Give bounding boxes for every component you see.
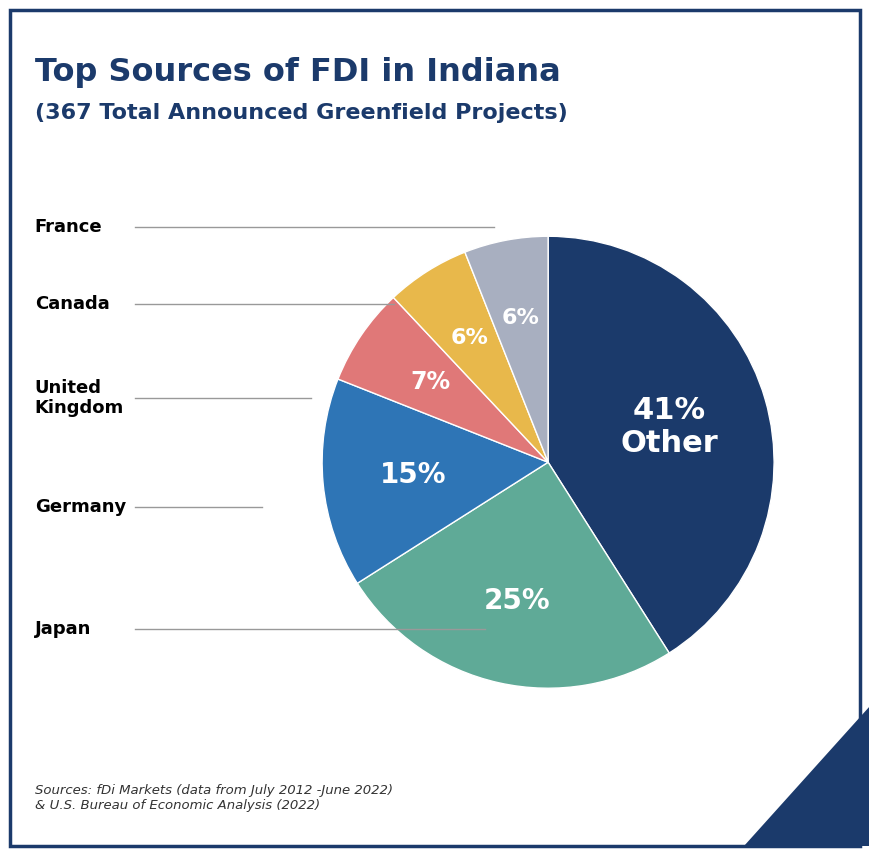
Text: 15%: 15% <box>380 461 446 489</box>
Wedge shape <box>547 236 773 653</box>
Wedge shape <box>464 236 547 462</box>
Text: Top Sources of FDI in Indiana: Top Sources of FDI in Indiana <box>35 57 560 88</box>
Text: United
Kingdom: United Kingdom <box>35 378 124 418</box>
Wedge shape <box>322 379 547 583</box>
Text: 41%
Other: 41% Other <box>620 395 718 458</box>
Text: 6%: 6% <box>450 328 488 348</box>
Text: France: France <box>35 217 103 236</box>
Text: 25%: 25% <box>483 587 550 615</box>
Text: Canada: Canada <box>35 294 109 313</box>
Text: 6%: 6% <box>501 308 539 328</box>
Text: (367 Total Announced Greenfield Projects): (367 Total Announced Greenfield Projects… <box>35 103 567 123</box>
Text: Japan: Japan <box>35 620 91 639</box>
Text: Sources: fDi Markets (data from July 2012 -June 2022)
& U.S. Bureau of Economic : Sources: fDi Markets (data from July 201… <box>35 784 392 811</box>
Text: 7%: 7% <box>410 370 450 395</box>
Wedge shape <box>357 462 668 688</box>
Wedge shape <box>337 298 547 462</box>
Wedge shape <box>393 253 547 462</box>
Text: Germany: Germany <box>35 497 126 516</box>
